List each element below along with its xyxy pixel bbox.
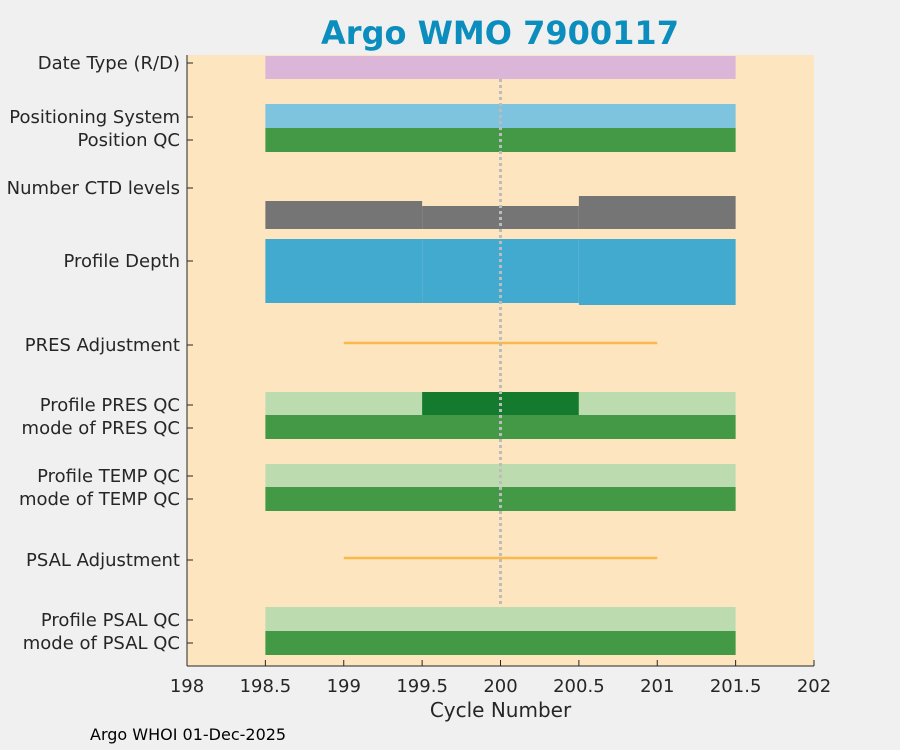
- y-label-5: PRES Adjustment: [25, 335, 180, 356]
- bar-profile-depth-199: [265, 239, 423, 303]
- x-tick-label-2: 199: [327, 676, 361, 697]
- bar-profile-depth-201: [578, 239, 736, 305]
- chart-title: Argo WMO 7900117: [321, 14, 679, 52]
- y-label-1: Positioning System: [9, 107, 180, 128]
- x-tick-label-1: 198.5: [240, 676, 292, 697]
- footer-text: Argo WHOI 01-Dec-2025: [90, 725, 287, 744]
- bar-profile-pres-qc-201: [578, 392, 736, 415]
- y-label-11: Profile PSAL QC: [41, 610, 180, 631]
- bar-profile-pres-qc-199: [265, 392, 423, 415]
- bar-profile-psal-qc: [265, 607, 736, 631]
- y-label-6: Profile PRES QC: [40, 395, 180, 416]
- y-label-8: Profile TEMP QC: [37, 466, 180, 487]
- bar-mode-psal-qc: [265, 631, 736, 655]
- x-tick-label-4: 200: [483, 676, 517, 697]
- y-label-2: Position QC: [77, 130, 180, 151]
- y-label-9: mode of TEMP QC: [19, 489, 180, 510]
- bar-ctd-levels-201: [578, 196, 736, 229]
- bar-date-type: [265, 56, 736, 79]
- plot-area: [187, 55, 814, 666]
- y-label-7: mode of PRES QC: [22, 418, 180, 439]
- y-label-10: PSAL Adjustment: [26, 550, 180, 571]
- x-axis-label: Cycle Number: [430, 698, 572, 722]
- y-label-12: mode of PSAL QC: [23, 633, 180, 654]
- x-tick-label-6: 201: [640, 676, 674, 697]
- y-axis-labels: Date Type (R/D) Positioning SystemPositio…: [7, 53, 193, 654]
- x-tick-label-7: 201.5: [710, 676, 762, 697]
- y-label-4: Profile Depth: [63, 251, 180, 272]
- bar-ctd-levels-199: [265, 201, 423, 229]
- x-tick-label-8: 202: [797, 676, 831, 697]
- y-label-3: Number CTD levels: [7, 178, 180, 199]
- y-label-0: Date Type (R/D): [38, 53, 180, 74]
- x-tick-label-3: 199.5: [396, 676, 448, 697]
- x-tick-label-5: 200.5: [553, 676, 605, 697]
- x-axis: 198 198.5 199 199.5 200 200.5 201 201.5 202: [170, 55, 831, 697]
- x-tick-label-0: 198: [170, 676, 204, 697]
